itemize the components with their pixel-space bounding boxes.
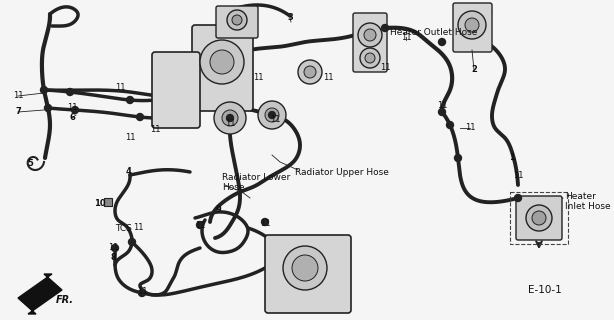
Circle shape <box>128 238 136 245</box>
Circle shape <box>465 18 479 32</box>
Text: E-10-1: E-10-1 <box>528 285 562 295</box>
Circle shape <box>532 211 546 225</box>
Circle shape <box>265 108 279 122</box>
Text: 1: 1 <box>509 154 515 163</box>
Circle shape <box>454 155 462 162</box>
Text: 11: 11 <box>133 222 143 231</box>
Text: 11: 11 <box>323 74 333 83</box>
FancyBboxPatch shape <box>353 13 387 72</box>
Text: Radiator Upper Hose: Radiator Upper Hose <box>295 168 389 177</box>
Text: 11: 11 <box>150 125 160 134</box>
Circle shape <box>227 115 233 122</box>
Circle shape <box>227 10 247 30</box>
Circle shape <box>196 221 203 228</box>
FancyBboxPatch shape <box>216 6 258 38</box>
Circle shape <box>526 205 552 231</box>
Circle shape <box>438 108 446 116</box>
Text: 11: 11 <box>115 84 125 92</box>
Text: 11: 11 <box>125 133 135 142</box>
Text: 11: 11 <box>107 244 119 252</box>
Circle shape <box>292 255 318 281</box>
Text: 11: 11 <box>379 62 391 71</box>
Circle shape <box>71 107 79 114</box>
Circle shape <box>214 102 246 134</box>
Circle shape <box>126 97 133 103</box>
Circle shape <box>222 110 238 126</box>
FancyBboxPatch shape <box>265 235 351 313</box>
Text: 11: 11 <box>137 287 147 297</box>
Text: 11: 11 <box>437 100 447 109</box>
Circle shape <box>364 29 376 41</box>
Circle shape <box>66 89 74 95</box>
Text: 11: 11 <box>401 33 411 42</box>
Circle shape <box>358 23 382 47</box>
Circle shape <box>262 219 268 226</box>
Text: 2: 2 <box>471 66 477 75</box>
Circle shape <box>41 86 47 93</box>
Text: 11: 11 <box>513 171 523 180</box>
Circle shape <box>304 66 316 78</box>
Circle shape <box>258 101 286 129</box>
Text: 7: 7 <box>15 108 21 116</box>
Text: 6: 6 <box>69 114 75 123</box>
Text: 5: 5 <box>27 158 33 167</box>
Bar <box>104 198 112 206</box>
Circle shape <box>438 38 446 45</box>
Circle shape <box>44 105 52 111</box>
Bar <box>510 192 568 244</box>
Circle shape <box>268 111 276 118</box>
Circle shape <box>112 244 119 252</box>
FancyBboxPatch shape <box>453 3 492 52</box>
Text: FR.: FR. <box>56 295 74 305</box>
Text: Heater
Inlet Hose: Heater Inlet Hose <box>565 192 611 212</box>
FancyBboxPatch shape <box>516 196 562 240</box>
Circle shape <box>298 60 322 84</box>
Text: 4: 4 <box>125 167 131 177</box>
FancyBboxPatch shape <box>192 25 253 111</box>
Text: 11: 11 <box>260 220 270 228</box>
FancyBboxPatch shape <box>152 52 200 128</box>
Circle shape <box>210 50 234 74</box>
Text: 10: 10 <box>94 199 106 209</box>
Circle shape <box>136 114 144 121</box>
Text: 9: 9 <box>215 205 221 214</box>
Circle shape <box>515 195 521 202</box>
Circle shape <box>200 40 244 84</box>
Text: 11: 11 <box>225 119 235 129</box>
Text: 3: 3 <box>287 13 293 22</box>
Circle shape <box>232 15 242 25</box>
Circle shape <box>139 290 146 297</box>
Text: 11: 11 <box>13 92 23 100</box>
Circle shape <box>458 11 486 39</box>
Text: 11: 11 <box>195 220 205 229</box>
Text: TCS: TCS <box>115 224 132 233</box>
Text: 11: 11 <box>270 115 280 124</box>
Text: 11: 11 <box>67 102 77 111</box>
Circle shape <box>446 122 454 129</box>
Circle shape <box>381 25 389 31</box>
Circle shape <box>360 48 380 68</box>
Polygon shape <box>18 274 62 314</box>
Text: 11: 11 <box>253 73 263 82</box>
Text: 8: 8 <box>110 253 116 262</box>
Circle shape <box>283 246 327 290</box>
Text: 11: 11 <box>465 124 475 132</box>
Text: Heater Outlet Hose: Heater Outlet Hose <box>390 28 477 37</box>
Text: Radiator Lower
Hose: Radiator Lower Hose <box>222 173 290 192</box>
Circle shape <box>365 53 375 63</box>
